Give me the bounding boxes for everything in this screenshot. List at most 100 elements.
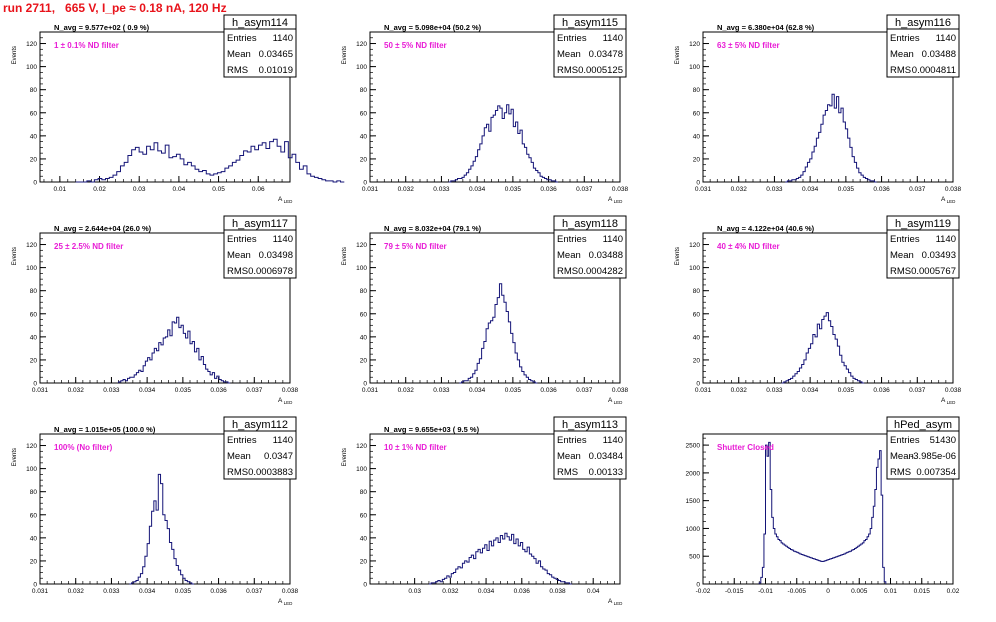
stats-value: 0.007354 (916, 467, 956, 478)
x-tick-label: 0.036 (210, 588, 227, 595)
stats-value: 0.03498 (259, 250, 293, 261)
x-axis-title-main: A (608, 598, 613, 605)
histogram-title: h_asym119 (895, 218, 951, 230)
histogram-panel-h_asym114: 0 20 40 60 80 100 120 0.01 0.02 0.03 0.04 0.05 0.06 E… (12, 14, 345, 204)
x-tick-label: 0.033 (766, 387, 783, 394)
stats-label: RMS (890, 65, 911, 76)
histogram-title: h_asym118 (562, 218, 618, 230)
stats-box (553, 215, 627, 279)
stats-box (223, 215, 297, 279)
y-tick-label: 2000 (686, 470, 701, 477)
y-tick-label: 20 (360, 357, 368, 364)
stats-value: -3.985e-06 (910, 451, 956, 462)
x-tick-label: 0.032 (398, 387, 415, 394)
y-tick-label: 20 (360, 156, 368, 163)
stats-box (553, 14, 627, 78)
x-axis-title: A LED (608, 397, 623, 405)
histogram-title: h_asym115 (562, 17, 618, 29)
n-avg-label: N_avg = 5.098e+04 (50.2 %) (384, 23, 482, 32)
stats-value: 1140 (603, 234, 623, 245)
stats-value: 1140 (936, 33, 956, 44)
x-tick-label: 0.06 (252, 186, 265, 193)
x-tick-label: 0.01 (54, 186, 67, 193)
stats-value: 0.03465 (259, 49, 293, 60)
stats-value: 0.03488 (589, 250, 623, 261)
stats-value: 0.0004282 (578, 266, 623, 277)
stats-label: Mean (227, 451, 251, 462)
n-avg-label: N_avg = 4.122e+04 (40.6 %) (717, 224, 815, 233)
y-tick-label: 40 (30, 334, 38, 341)
y-tick-label: 100 (356, 265, 367, 272)
histogram-title: h_asym116 (895, 17, 951, 29)
stats-box (223, 14, 297, 78)
stats-value: 1140 (273, 435, 293, 446)
y-tick-label: 2500 (686, 443, 701, 450)
histogram-panel-h_asym112: 0 20 40 60 80 100 120 0.031 0.032 0.033 0.034 0.035… (12, 416, 299, 606)
x-tick-label: 0.033 (433, 186, 450, 193)
y-tick-label: 0 (363, 582, 367, 589)
stats-label: RMS (227, 65, 248, 76)
x-tick-label: 0.015 (914, 588, 931, 595)
stats-box (886, 215, 960, 279)
y-tick-label: 0 (33, 381, 37, 388)
stats-label: Entries (890, 33, 920, 44)
histogram-panel-h_asym113: 0 20 40 60 80 100 120 0.03 0.032 0.034 0.036 0.038 0… (342, 416, 627, 606)
histogram-series-h_asym117 (118, 316, 231, 384)
stats-label: Entries (557, 234, 587, 245)
y-axis-title: Events (12, 448, 18, 466)
stats-label: RMS (227, 467, 248, 478)
x-tick-label: 0.03 (133, 186, 146, 193)
x-tick-label: 0.031 (362, 387, 379, 394)
x-tick-label: -0.01 (758, 588, 773, 595)
x-axis-title-sub: LED (945, 400, 956, 405)
histogram-series-hPed_asym (758, 441, 887, 584)
histogram-series-h_asym119 (781, 312, 865, 384)
y-tick-label: 60 (30, 512, 38, 519)
y-tick-label: 40 (693, 133, 701, 140)
histogram-panel-h_asym119: 0 20 40 60 80 100 120 0.031 0.032 0.033 0.034 0.035… (675, 215, 962, 405)
y-tick-label: 60 (360, 110, 368, 117)
x-tick-label: 0.037 (246, 387, 263, 394)
stats-label: Mean (557, 250, 581, 261)
x-tick-label: 0.034 (139, 588, 156, 595)
x-tick-label: 0.033 (433, 387, 450, 394)
x-tick-label: 0.032 (68, 588, 85, 595)
x-axis-title-sub: LED (612, 400, 623, 405)
n-avg-label: N_avg = 2.644e+04 (26.0 %) (54, 224, 152, 233)
x-axis-title-main: A (278, 196, 283, 203)
x-tick-label: 0.038 (612, 186, 629, 193)
y-tick-label: 80 (30, 288, 38, 295)
x-axis-title-main: A (278, 598, 283, 605)
stats-label: RMS (890, 266, 911, 277)
stats-label: RMS (890, 467, 911, 478)
y-tick-label: 40 (360, 133, 368, 140)
y-tick-label: 100 (26, 466, 37, 473)
y-tick-label: 120 (356, 242, 367, 249)
histogram-series-h_asym118 (459, 283, 538, 384)
y-tick-label: 0 (363, 180, 367, 187)
x-axis-title-main: A (608, 196, 613, 203)
x-tick-label: -0.02 (696, 588, 711, 595)
x-tick-label: 0.035 (175, 387, 192, 394)
y-tick-label: 1500 (686, 498, 701, 505)
y-tick-label: 20 (693, 357, 701, 364)
x-tick-label: 0.031 (32, 588, 49, 595)
y-tick-label: 60 (360, 512, 368, 519)
x-tick-label: 0.036 (540, 186, 557, 193)
stats-value: 0.03493 (922, 250, 956, 261)
histogram-panel-h_asym118: 0 20 40 60 80 100 120 0.031 0.032 0.033 0.034 0.035… (342, 215, 629, 405)
stats-value: 1140 (603, 33, 623, 44)
x-axis-title-main: A (608, 397, 613, 404)
x-tick-label: 0.031 (362, 186, 379, 193)
stats-value: 51430 (930, 435, 956, 446)
y-tick-label: 0 (33, 582, 37, 589)
x-tick-label: 0.035 (175, 588, 192, 595)
x-axis-title: A LED (608, 196, 623, 204)
y-tick-label: 120 (356, 443, 367, 450)
x-tick-label: 0.036 (873, 387, 890, 394)
filter-label: 100% (No filter) (54, 443, 113, 452)
histogram-series-h_asym113 (428, 532, 572, 585)
histogram-panel-h_asym116: 0 20 40 60 80 100 120 0.031 0.032 0.033 0.034 0.035… (675, 14, 962, 204)
y-tick-label: 0 (696, 180, 700, 187)
